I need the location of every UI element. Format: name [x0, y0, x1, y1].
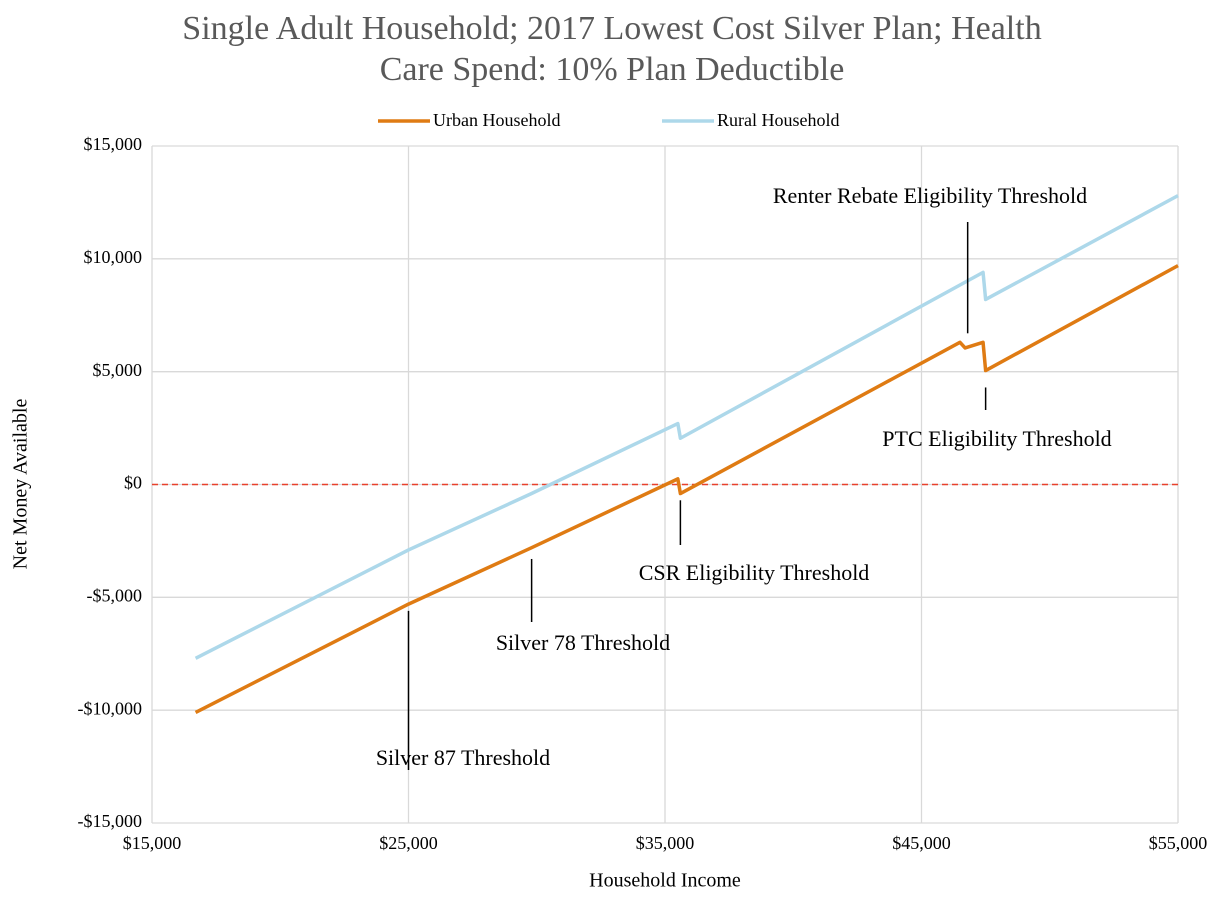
series-line — [194, 194, 1179, 660]
annotation-label: PTC Eligibility Threshold — [882, 426, 1111, 451]
y-axis-title: Net Money Available — [10, 399, 32, 570]
y-tick-label: $0 — [124, 473, 142, 493]
series-line — [194, 264, 1179, 714]
x-tick-label: $15,000 — [123, 833, 182, 853]
x-tick-label: $25,000 — [379, 833, 438, 853]
chart-title: Care Spend: 10% Plan Deductible — [380, 51, 845, 88]
annotation-label: Silver 87 Threshold — [376, 745, 550, 770]
x-tick-label: $45,000 — [892, 833, 951, 853]
legend-label: Urban Household — [433, 110, 560, 130]
chart-title: Single Adult Household; 2017 Lowest Cost… — [182, 10, 1041, 47]
y-tick-label: $10,000 — [84, 247, 143, 267]
x-tick-label: $55,000 — [1149, 833, 1208, 853]
annotation-label: CSR Eligibility Threshold — [639, 560, 870, 585]
y-tick-label: -$5,000 — [87, 585, 143, 605]
annotation-label: Renter Rebate Eligibility Threshold — [773, 183, 1087, 208]
legend-label: Rural Household — [717, 110, 839, 130]
annotation-label: Silver 78 Threshold — [496, 630, 670, 655]
y-tick-label: -$15,000 — [78, 811, 143, 831]
x-axis-title: Household Income — [589, 870, 741, 892]
y-tick-label: $15,000 — [84, 134, 143, 154]
x-tick-label: $35,000 — [636, 833, 695, 853]
y-tick-label: $5,000 — [93, 360, 143, 380]
y-tick-label: -$10,000 — [78, 698, 143, 718]
